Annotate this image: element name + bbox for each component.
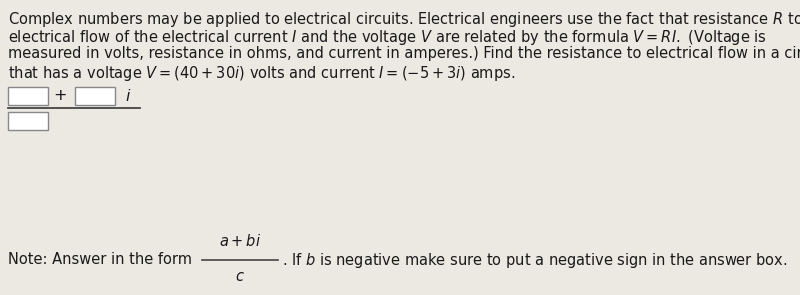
Bar	[75, 87, 115, 105]
Text: +: +	[54, 88, 66, 104]
Text: $i$: $i$	[125, 88, 131, 104]
Text: $a + bi$: $a + bi$	[219, 233, 261, 249]
Text: $c$: $c$	[235, 269, 245, 284]
Text: . If $b$ is negative make sure to put a negative sign in the answer box.: . If $b$ is negative make sure to put a …	[282, 250, 788, 270]
Text: measured in volts, resistance in ohms, and current in amperes.) Find the resista: measured in volts, resistance in ohms, a…	[8, 46, 800, 61]
Text: that has a voltage $V = (40 + 30i)$ volts and current $I = (-5 + 3i)$ amps.: that has a voltage $V = (40 + 30i)$ volt…	[8, 64, 515, 83]
Text: Complex numbers may be applied to electrical circuits. Electrical engineers use : Complex numbers may be applied to electr…	[8, 10, 800, 29]
Text: electrical flow of the electrical current $I$ and the voltage $V$ are related by: electrical flow of the electrical curren…	[8, 28, 767, 47]
Text: Note: Answer in the form: Note: Answer in the form	[8, 253, 192, 268]
Bar	[8, 87, 48, 105]
Bar	[8, 112, 48, 130]
